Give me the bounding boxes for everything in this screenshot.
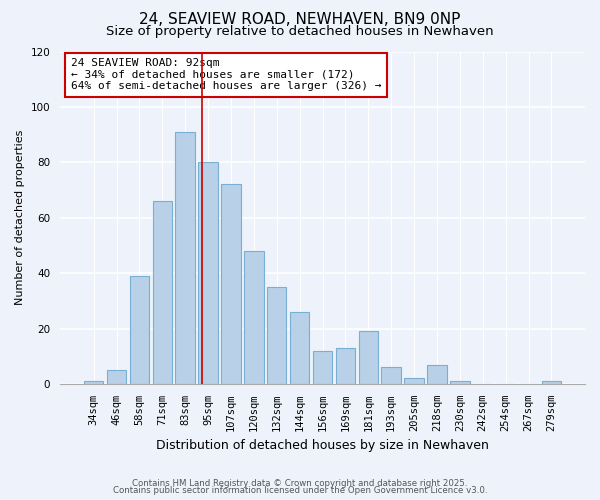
Bar [199,162,218,384]
Text: Size of property relative to detached houses in Newhaven: Size of property relative to detached ho… [106,25,494,38]
Bar [542,381,561,384]
Bar [175,132,195,384]
Y-axis label: Number of detached properties: Number of detached properties [15,130,25,306]
Bar [107,370,126,384]
Bar [221,184,241,384]
Text: Contains HM Land Registry data © Crown copyright and database right 2025.: Contains HM Land Registry data © Crown c… [132,478,468,488]
Bar [152,201,172,384]
Bar [313,350,332,384]
Bar [427,364,446,384]
Bar [130,276,149,384]
Bar [84,381,103,384]
Text: 24, SEAVIEW ROAD, NEWHAVEN, BN9 0NP: 24, SEAVIEW ROAD, NEWHAVEN, BN9 0NP [139,12,461,28]
Bar [290,312,310,384]
Bar [335,348,355,384]
Bar [404,378,424,384]
X-axis label: Distribution of detached houses by size in Newhaven: Distribution of detached houses by size … [156,440,489,452]
Bar [382,368,401,384]
Text: 24 SEAVIEW ROAD: 92sqm
← 34% of detached houses are smaller (172)
64% of semi-de: 24 SEAVIEW ROAD: 92sqm ← 34% of detached… [71,58,381,92]
Bar [244,251,263,384]
Bar [450,381,470,384]
Bar [359,332,378,384]
Bar [267,287,286,384]
Text: Contains public sector information licensed under the Open Government Licence v3: Contains public sector information licen… [113,486,487,495]
